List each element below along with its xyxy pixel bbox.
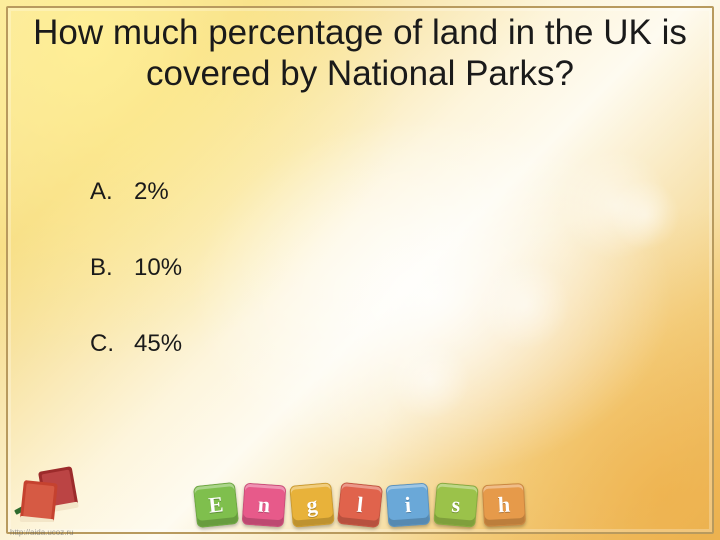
slide: How much percentage of land in the UK is… [0, 0, 720, 540]
option-b: B. 10% [90, 254, 660, 282]
option-text: 10% [134, 254, 182, 282]
block-letter: n [257, 492, 271, 519]
letter-block: i [386, 483, 431, 528]
letter-block: s [433, 482, 479, 528]
letter-block: E [193, 482, 239, 528]
books-icon [14, 466, 94, 522]
option-c: C. 45% [90, 330, 660, 358]
option-text: 45% [134, 330, 182, 358]
letter-block: n [242, 483, 287, 528]
letter-block: g [289, 482, 335, 528]
option-text: 2% [134, 178, 169, 206]
question-text: How much percentage of land in the UK is… [30, 12, 690, 95]
credit-text: http://aida.ucoz.ru [10, 528, 74, 537]
letter-block: l [337, 482, 383, 528]
option-letter: B. [90, 254, 134, 282]
block-letter: s [451, 492, 462, 519]
block-letter: i [404, 492, 412, 518]
option-a: A. 2% [90, 178, 660, 206]
block-letter: g [305, 492, 318, 519]
block-letter: h [497, 492, 511, 519]
block-letter: E [207, 491, 224, 518]
option-letter: A. [90, 178, 134, 206]
letter-block: h [482, 483, 526, 527]
english-blocks: En g l i s h [195, 484, 525, 526]
block-letter: l [356, 492, 365, 518]
options-list: A. 2% B. 10% C. 45% [90, 178, 660, 406]
option-letter: C. [90, 330, 134, 358]
